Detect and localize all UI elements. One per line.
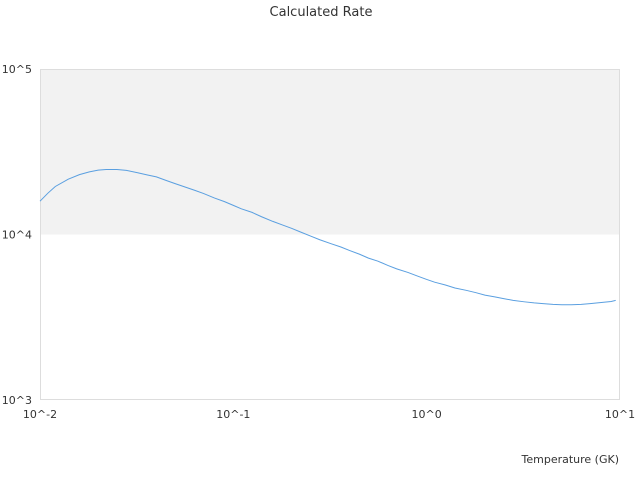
- x-tick-label: 10^1: [605, 408, 635, 421]
- x-tick-label: 10^-1: [216, 408, 250, 421]
- chart-bands: [40, 69, 620, 235]
- x-axis-label: Temperature (GK): [521, 453, 620, 466]
- y-axis-ticks: 10^3 10^4 10^5: [2, 63, 32, 407]
- x-tick-label: 10^-2: [23, 408, 57, 421]
- x-axis-ticks: 10^-2 10^-1 10^0 10^1: [23, 408, 635, 421]
- shaded-band-0: [40, 69, 620, 235]
- y-tick-label: 10^4: [2, 229, 32, 242]
- x-tick-label: 10^0: [412, 408, 442, 421]
- plot-frame: [40, 69, 620, 400]
- y-tick-label: 10^3: [2, 394, 32, 407]
- y-tick-label: 10^5: [2, 63, 32, 76]
- plot-border: [40, 69, 620, 400]
- series-line-0: [39, 169, 616, 306]
- chart-title: Calculated Rate: [270, 5, 373, 20]
- chart-series: [39, 169, 616, 306]
